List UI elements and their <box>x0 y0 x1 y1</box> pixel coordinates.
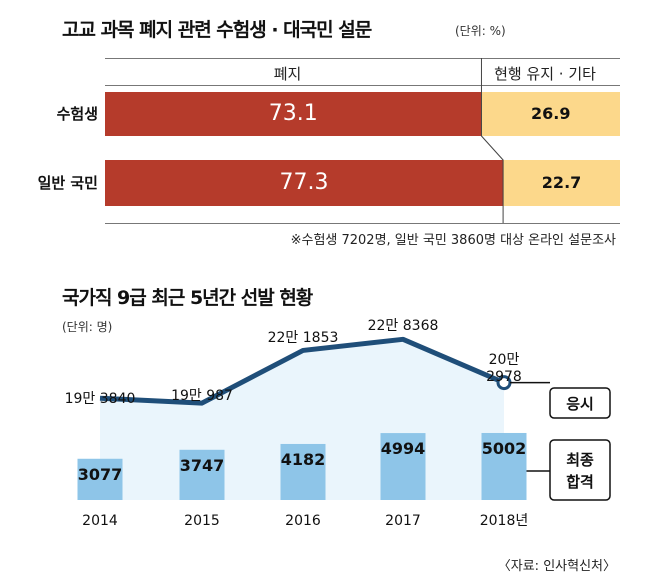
recruit-chart-title: 국가직 9급 최근 5년간 선발 현황 <box>62 287 313 309</box>
bar-maintain-public <box>503 160 620 206</box>
passers-bar-1 <box>179 449 225 500</box>
survey-header-top-rule <box>105 58 620 59</box>
passers-bar-3 <box>380 433 426 500</box>
survey-stacked-bar-chart: 73.1 26.9 77.3 22.7 <box>0 0 660 250</box>
legend-passers-label: 최종 합격 <box>566 451 594 491</box>
bar-label-abolish-public: 77.3 <box>279 170 329 195</box>
legend-passers-box <box>549 439 611 501</box>
passers-bar-2 <box>280 443 326 500</box>
bar-label-abolish-students: 73.1 <box>268 101 318 126</box>
applicants-label-4: 20만 2978 <box>486 352 522 385</box>
survey-divider-line <box>480 58 504 223</box>
applicants-label-1: 19만 987 <box>171 388 233 404</box>
legend-applicants-box <box>549 387 611 419</box>
applicants-label-3: 22만 8368 <box>368 318 439 334</box>
passers-bar-label-2: 4182 <box>281 450 326 469</box>
survey-header-bottom-rule <box>105 85 620 86</box>
passers-bar-label-0: 3077 <box>78 465 123 484</box>
x-tick-label-1: 2015 <box>184 513 220 529</box>
x-tick-label-0: 2014 <box>82 513 118 529</box>
recruit-source: 〈자료: 인사혁신처〉 <box>497 559 616 574</box>
survey-chart-title: 고교 과목 폐지 관련 수험생 · 대국민 설문 <box>62 19 372 41</box>
passers-bar-label-3: 4994 <box>381 439 426 458</box>
applicants-line <box>99 336 505 406</box>
survey-row-label-students: 수험생 <box>56 105 98 123</box>
recruit-unit-label: (단위: 명) <box>62 320 113 334</box>
bar-label-maintain-students: 26.9 <box>530 104 571 123</box>
applicants-label-2: 22만 1853 <box>268 330 339 346</box>
x-tick-label-4: 2018년 <box>480 513 529 529</box>
passers-bar-label-4: 5002 <box>482 439 527 458</box>
bar-abolish-public <box>105 160 504 206</box>
bar-maintain-students <box>481 92 620 136</box>
bar-abolish-students <box>105 92 482 136</box>
survey-unit-label: (단위: %) <box>455 24 506 38</box>
survey-column-header-abolish: 폐지 <box>273 65 302 83</box>
passers-bar-0 <box>77 458 123 500</box>
bar-label-maintain-public: 22.7 <box>541 173 582 192</box>
survey-bottom-rule <box>105 223 620 224</box>
passers-bar-4 <box>481 432 527 500</box>
passers-bar-label-1: 3747 <box>180 456 225 475</box>
legend-applicants-label: 응시 <box>566 395 594 413</box>
survey-footnote: ※수험생 7202명, 일반 국민 3860명 대상 온라인 설문조사 <box>290 233 616 248</box>
survey-segment-dividers <box>480 58 504 223</box>
survey-column-header-maintain: 현행 유지 · 기타 <box>494 65 596 83</box>
x-tick-label-3: 2017 <box>385 513 421 529</box>
applicants-label-0: 19만 3840 <box>65 391 136 407</box>
x-tick-label-2: 2016 <box>285 513 321 529</box>
survey-row-label-public: 일반 국민 <box>37 174 98 192</box>
